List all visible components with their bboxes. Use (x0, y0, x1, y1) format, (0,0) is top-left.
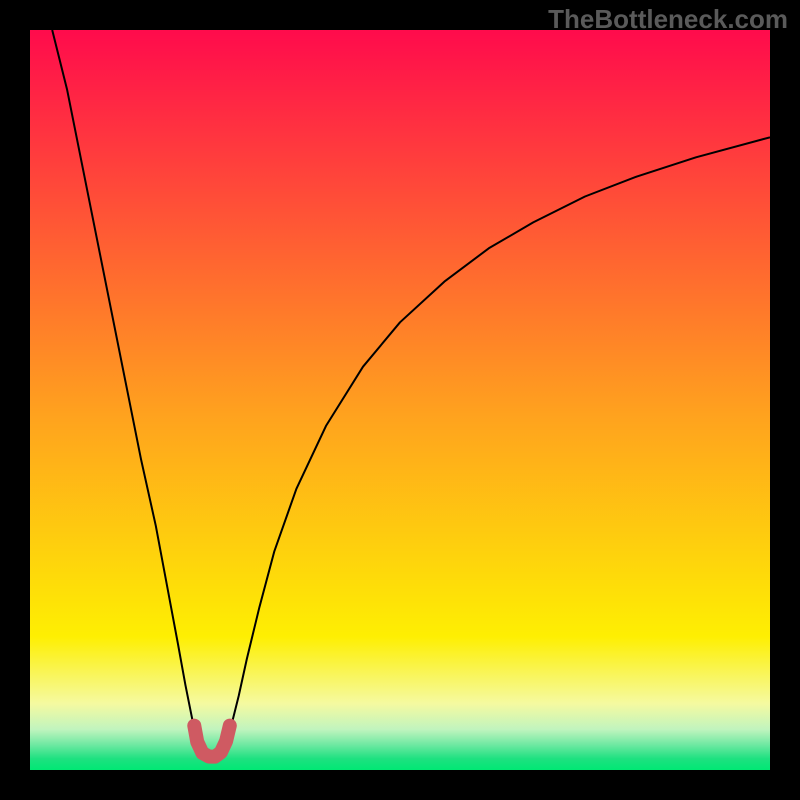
watermark-text: TheBottleneck.com (548, 4, 788, 35)
plot-svg (30, 30, 770, 770)
gradient-background (30, 30, 770, 770)
chart-container: TheBottleneck.com (0, 0, 800, 800)
plot-area (30, 30, 770, 770)
